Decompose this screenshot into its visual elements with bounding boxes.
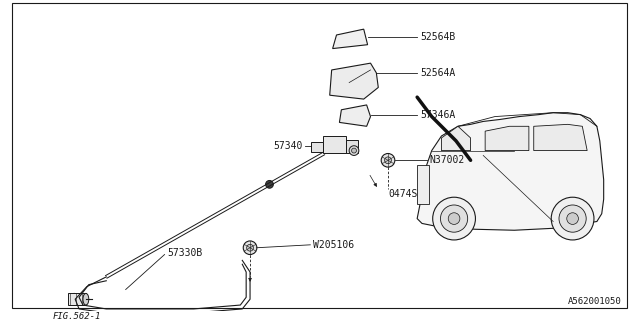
Circle shape xyxy=(351,148,356,153)
Bar xyxy=(323,136,346,154)
Polygon shape xyxy=(339,105,371,126)
Circle shape xyxy=(246,244,253,251)
Bar xyxy=(346,140,358,154)
Bar xyxy=(417,165,429,204)
Polygon shape xyxy=(485,126,529,151)
Circle shape xyxy=(559,205,586,232)
Circle shape xyxy=(349,146,359,156)
Text: 0474S: 0474S xyxy=(388,189,417,199)
Text: N37002: N37002 xyxy=(430,155,465,165)
Polygon shape xyxy=(534,124,587,151)
Bar xyxy=(311,142,323,152)
Text: FIG.562-1: FIG.562-1 xyxy=(53,312,101,320)
Circle shape xyxy=(385,157,392,164)
Polygon shape xyxy=(330,63,378,99)
Polygon shape xyxy=(333,29,367,49)
Polygon shape xyxy=(417,113,604,230)
Ellipse shape xyxy=(83,293,89,305)
Text: 57330B: 57330B xyxy=(168,248,203,258)
Text: 57346A: 57346A xyxy=(420,110,455,120)
Circle shape xyxy=(433,197,476,240)
Text: 52564A: 52564A xyxy=(420,68,455,78)
Circle shape xyxy=(243,241,257,254)
Circle shape xyxy=(381,154,395,167)
Circle shape xyxy=(440,205,468,232)
Ellipse shape xyxy=(71,293,77,305)
Circle shape xyxy=(266,180,273,188)
Polygon shape xyxy=(442,126,470,151)
Bar xyxy=(68,293,86,305)
Text: A562001050: A562001050 xyxy=(568,297,621,306)
Text: 57340: 57340 xyxy=(273,141,303,151)
Circle shape xyxy=(551,197,594,240)
Circle shape xyxy=(567,213,579,224)
Circle shape xyxy=(448,213,460,224)
Text: 52564B: 52564B xyxy=(420,32,455,42)
Text: W205106: W205106 xyxy=(313,240,355,250)
